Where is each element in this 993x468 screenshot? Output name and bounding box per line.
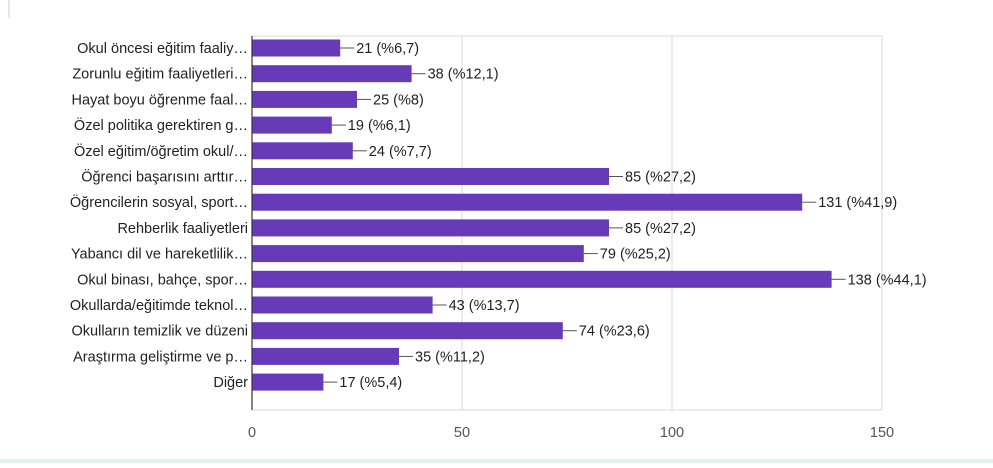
x-tick-label: 0 [248, 425, 256, 441]
category-label: Okullarda/eğitimde teknol… [70, 298, 248, 314]
category-label: Rehberlik faaliyetleri [117, 221, 248, 237]
x-axis-ticks: 0 50 100 150 [248, 425, 894, 441]
value-label: 17 (%5,4) [339, 375, 402, 391]
bar[interactable] [252, 90, 357, 108]
bar[interactable] [252, 142, 353, 160]
bar[interactable] [252, 219, 609, 237]
bar[interactable] [252, 322, 563, 340]
bar[interactable] [252, 270, 832, 288]
category-label: Okul öncesi eğitim faaliy… [77, 41, 248, 57]
category-label: Öğrenci başarısını arttır… [81, 168, 248, 186]
value-label: 85 (%27,2) [625, 170, 696, 186]
value-label: 38 (%12,1) [428, 67, 499, 83]
x-tick-label: 150 [870, 425, 894, 441]
value-label: 138 (%44,1) [848, 272, 927, 288]
bar[interactable] [252, 39, 341, 57]
bottom-divider [0, 459, 993, 463]
value-label: 79 (%25,2) [600, 247, 671, 263]
value-label: 35 (%11,2) [415, 349, 485, 365]
bar[interactable] [252, 168, 609, 185]
category-label: Okul binası, bahçe, spor… [77, 272, 248, 288]
category-label: Diğer [213, 375, 248, 391]
bar[interactable] [252, 65, 412, 83]
category-label: Özel politika gerektiren g… [74, 116, 248, 134]
bar[interactable] [252, 347, 399, 365]
value-label: 24 (%7,7) [369, 144, 432, 160]
category-label: Özel eğitim/öğretim okul/… [74, 142, 248, 160]
bars [252, 39, 832, 391]
x-tick-label: 50 [454, 425, 470, 441]
grid-lines [252, 35, 883, 411]
x-tick-label: 100 [660, 425, 684, 441]
bar[interactable] [252, 193, 803, 211]
bar[interactable] [252, 245, 584, 263]
category-label: Okulların temizlik ve düzeni [72, 324, 249, 340]
category-label: Araştırma geliştirme ve p… [73, 349, 248, 365]
category-label: Hayat boyu öğrenme faal… [71, 92, 248, 108]
bar[interactable] [252, 116, 332, 134]
value-label: 131 (%41,9) [818, 195, 897, 211]
value-label: 85 (%27,2) [625, 221, 696, 237]
value-leaders [323, 47, 846, 383]
category-label: Yabancı dil ve hareketlilik… [71, 247, 248, 263]
value-label: 43 (%13,7) [449, 298, 520, 314]
value-label: 21 (%6,7) [356, 41, 419, 57]
category-label: Zorunlu eğitim faaliyetleri… [72, 67, 248, 83]
bar[interactable] [252, 373, 324, 391]
value-label: 74 (%23,6) [579, 324, 650, 340]
category-labels: Okul öncesi eğitim faaliy… Zorunlu eğitim… [70, 41, 248, 391]
value-label: 19 (%6,1) [348, 118, 411, 134]
bar[interactable] [252, 296, 433, 314]
value-label: 25 (%8) [373, 92, 424, 108]
category-label: Öğrencilerin sosyal, sport… [70, 193, 248, 211]
frame-edge-mark [8, 0, 10, 18]
value-labels: 21 (%6,7) 38 (%12,1)25 (%8) 19 (%6,1) 24 (%… [339, 41, 926, 391]
